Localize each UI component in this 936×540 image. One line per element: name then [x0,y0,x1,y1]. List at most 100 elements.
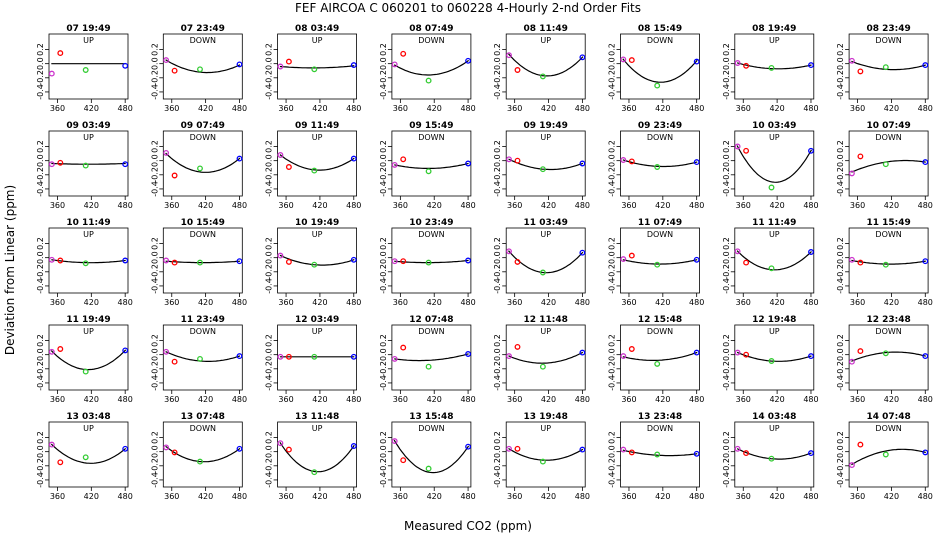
data-point [514,258,521,265]
x-tick-label: 360 [850,395,865,404]
panel-direction: UP [540,230,551,239]
y-tick-label: 0.0 [493,57,502,70]
x-tick-label: 420 [84,201,99,210]
panel-frame [505,324,586,391]
data-point [311,469,318,476]
y-tick-label: 0.2 [493,43,502,56]
data-point [48,70,55,77]
y-tick-label: 0.0 [722,445,731,458]
x-tick-label: 420 [769,492,784,501]
panel-title: 11 19:49 [66,315,110,325]
data-point [236,258,243,265]
y-tick-label: 0.2 [836,431,845,444]
data-point [922,159,929,166]
panel-frame [505,33,586,100]
x-tick-label: 360 [621,395,636,404]
x-tick-label: 480 [575,298,590,307]
data-point [285,353,292,360]
panel-title: 10 07:49 [866,121,910,131]
panel-title: 10 15:49 [181,218,225,228]
panel-direction: DOWN [190,133,216,142]
panel-direction: DOWN [875,133,901,142]
fit-curve [51,162,126,165]
data-point [848,462,855,469]
panel-frame [734,421,815,488]
y-tick-label: 0.2 [36,237,45,250]
y-tick-label: -0.2 [150,167,159,183]
y-tick-label: -0.4 [608,278,617,294]
fit-curve [394,162,469,169]
x-tick-label: 360 [736,104,751,113]
y-tick-label: -0.4 [836,84,845,100]
y-tick-label: -0.2 [608,264,617,280]
y-tick-label: -0.4 [265,278,274,294]
y-tick-label: -0.2 [493,458,502,474]
panel: 12 15:48 DOWN -0.4-0.20.00.2 360 420 480 [608,315,705,404]
fit-curve [622,58,698,83]
panel: 11 19:49 UP -0.4-0.20.00.2 360 420 480 [36,315,133,404]
y-tick-label: -0.2 [150,70,159,86]
panel-title: 09 03:49 [66,121,110,131]
panel-direction: UP [312,36,323,45]
data-point [768,64,775,71]
y-tick-label: -0.2 [265,264,274,280]
panel-direction: DOWN [418,424,444,433]
panel-direction: DOWN [647,327,673,336]
data-point [848,256,855,263]
data-point [579,249,586,256]
y-tick-label: -0.2 [836,70,845,86]
x-tick-label: 360 [393,201,408,210]
y-tick-label: -0.2 [379,458,388,474]
x-tick-label: 480 [918,104,933,113]
y-tick-label: 0.0 [722,348,731,361]
x-tick-label: 480 [118,492,133,501]
panel-direction: UP [769,424,780,433]
x-tick-label: 480 [232,395,247,404]
x-tick-label: 360 [850,201,865,210]
panel-title: 08 07:49 [409,24,453,34]
data-point [277,252,284,259]
data-point [48,256,55,263]
x-tick-label: 360 [393,395,408,404]
panel-direction: DOWN [190,424,216,433]
y-tick-label: 0.2 [493,334,502,347]
panel: 11 23:49 DOWN -0.4-0.20.00.2 360 420 480 [150,315,247,404]
panel-frame [505,227,586,294]
x-tick-label: 480 [118,298,133,307]
x-tick-label: 420 [655,492,670,501]
y-tick-label: -0.4 [493,472,502,488]
data-point [163,257,170,264]
y-tick-label: 0.0 [150,154,159,167]
panel: 14 03:48 UP -0.4-0.20.00.2 360 420 480 [722,412,819,501]
y-tick-label: -0.4 [36,84,45,100]
y-tick-label: -0.2 [36,70,45,86]
panel-title: 14 07:48 [866,412,910,422]
data-point [285,446,292,453]
panel-frame [277,421,358,488]
data-point [465,443,472,450]
data-point [579,446,586,453]
fit-curve [279,65,355,69]
data-point [171,449,178,456]
panel-title: 10 03:49 [752,121,796,131]
y-tick-label: 0.2 [265,237,274,250]
panel-direction: UP [540,424,551,433]
data-point [620,56,627,63]
x-tick-label: 420 [884,104,899,113]
panel-title: 11 03:49 [524,218,568,228]
y-tick-label: -0.4 [150,278,159,294]
x-tick-label: 480 [575,395,590,404]
x-tick-label: 420 [655,104,670,113]
x-tick-label: 480 [460,492,475,501]
y-tick-label: -0.2 [493,70,502,86]
y-tick-label: 0.0 [493,154,502,167]
panel-direction: UP [83,424,94,433]
y-tick-label: 0.0 [150,445,159,458]
data-point [400,50,407,57]
x-tick-label: 480 [918,395,933,404]
x-tick-label: 420 [541,201,556,210]
data-point [122,347,129,354]
x-tick-label: 480 [346,104,361,113]
y-tick-label: 0.2 [379,43,388,56]
y-tick-label: 0.2 [36,140,45,153]
